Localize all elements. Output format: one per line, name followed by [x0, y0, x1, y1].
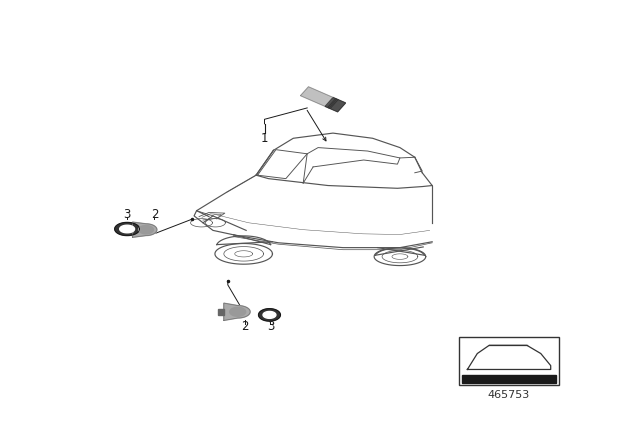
Polygon shape — [224, 303, 250, 320]
Polygon shape — [115, 223, 140, 236]
Polygon shape — [263, 311, 276, 319]
Polygon shape — [120, 225, 134, 233]
Polygon shape — [138, 225, 154, 234]
Polygon shape — [325, 98, 346, 112]
Text: 3: 3 — [124, 208, 131, 221]
Text: 465753: 465753 — [488, 390, 530, 400]
Text: 2: 2 — [241, 320, 248, 333]
Polygon shape — [462, 375, 556, 383]
Text: 3: 3 — [267, 320, 274, 333]
Polygon shape — [259, 309, 280, 321]
Bar — [460, 336, 559, 385]
Text: 1: 1 — [260, 132, 268, 145]
Polygon shape — [132, 222, 157, 237]
Polygon shape — [127, 228, 132, 232]
Polygon shape — [301, 87, 333, 106]
Polygon shape — [230, 307, 246, 316]
Polygon shape — [218, 309, 224, 314]
Text: 2: 2 — [150, 208, 158, 221]
